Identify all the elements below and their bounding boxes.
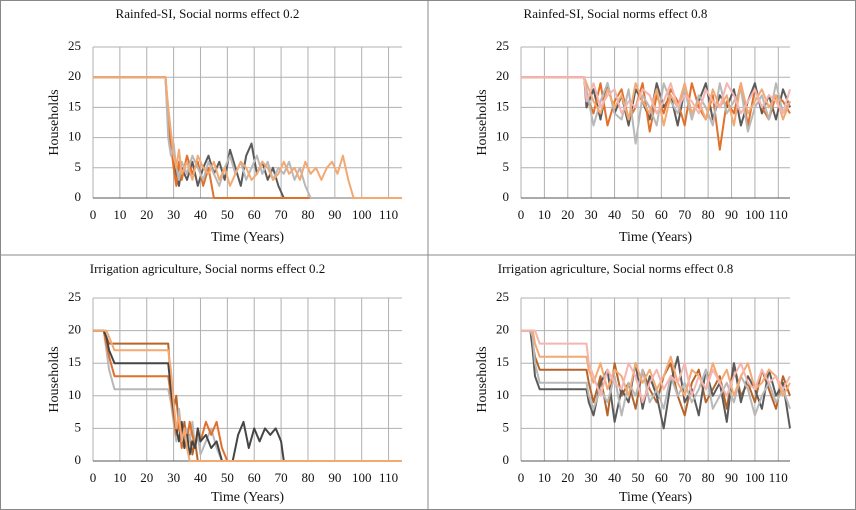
x-tick-label: 10 (538, 470, 551, 485)
x-tick-label: 70 (275, 470, 288, 485)
x-tick-label: 90 (725, 470, 738, 485)
x-tick-label: 90 (328, 470, 341, 485)
x-tick-label: 90 (725, 207, 738, 222)
x-tick-label: 0 (518, 207, 525, 222)
x-tick-label: 0 (90, 207, 97, 222)
x-tick-label: 80 (702, 207, 715, 222)
x-tick-label: 60 (248, 207, 261, 222)
y-tick-label: 10 (496, 129, 509, 144)
y-tick-label: 15 (496, 354, 509, 369)
series-line (93, 329, 402, 462)
x-tick-label: 50 (221, 207, 234, 222)
y-tick-label: 25 (68, 38, 81, 53)
x-tick-label: 10 (113, 470, 126, 485)
chart-title: Irrigation agriculture, Social norms eff… (90, 261, 326, 276)
y-tick-label: 20 (496, 68, 509, 83)
y-tick-label: 0 (503, 189, 510, 204)
x-tick-label: 40 (608, 207, 621, 222)
y-tick-label: 0 (75, 452, 82, 467)
y-tick-label: 25 (68, 289, 81, 304)
x-tick-label: 90 (328, 207, 341, 222)
chart-title: Irrigation agriculture, Social norms eff… (498, 261, 734, 276)
y-tick-label: 15 (496, 98, 509, 113)
y-axis-title: Households (475, 346, 490, 412)
y-tick-label: 15 (68, 98, 81, 113)
y-tick-label: 5 (75, 419, 82, 434)
x-axis-title: Time (Years) (211, 490, 284, 505)
x-tick-label: 100 (352, 470, 372, 485)
y-tick-label: 10 (68, 129, 81, 144)
x-tick-label: 40 (194, 470, 207, 485)
y-axis-title: Households (475, 89, 490, 155)
x-tick-label: 60 (655, 207, 668, 222)
x-tick-label: 70 (275, 207, 288, 222)
x-tick-label: 50 (221, 470, 234, 485)
x-tick-label: 30 (585, 207, 598, 222)
x-tick-label: 0 (90, 470, 97, 485)
y-axis-title: Households (47, 346, 62, 412)
x-tick-label: 20 (561, 470, 574, 485)
y-tick-label: 5 (503, 159, 510, 174)
x-tick-label: 110 (769, 470, 788, 485)
x-tick-label: 80 (301, 470, 314, 485)
x-axis-title: Time (Years) (619, 490, 692, 505)
y-tick-label: 10 (496, 387, 509, 402)
x-tick-label: 60 (248, 470, 261, 485)
x-tick-label: 110 (769, 207, 788, 222)
x-tick-label: 50 (631, 470, 644, 485)
y-tick-label: 0 (75, 189, 82, 204)
x-axis-title: Time (Years) (211, 230, 284, 245)
y-tick-label: 5 (503, 419, 510, 434)
series-line (521, 329, 791, 397)
x-tick-label: 110 (379, 470, 398, 485)
x-tick-label: 20 (561, 207, 574, 222)
x-tick-label: 20 (140, 207, 153, 222)
x-tick-label: 100 (352, 207, 372, 222)
y-tick-label: 20 (496, 322, 509, 337)
x-tick-label: 30 (167, 207, 180, 222)
series-line (521, 329, 791, 430)
y-tick-label: 10 (68, 387, 81, 402)
x-tick-label: 100 (745, 207, 765, 222)
x-tick-label: 100 (745, 470, 765, 485)
series-line (521, 76, 791, 127)
chart-title: Rainfed-SI, Social norms effect 0.2 (116, 6, 300, 21)
x-tick-label: 110 (379, 207, 398, 222)
y-tick-label: 20 (68, 322, 81, 337)
x-tick-label: 10 (538, 207, 551, 222)
series-line (521, 76, 791, 115)
x-tick-label: 70 (678, 207, 691, 222)
x-axis-title: Time (Years) (619, 230, 692, 245)
x-tick-label: 60 (655, 470, 668, 485)
x-tick-label: 40 (608, 470, 621, 485)
x-tick-label: 80 (702, 470, 715, 485)
y-tick-label: 25 (496, 38, 509, 53)
x-tick-label: 40 (194, 207, 207, 222)
x-tick-label: 10 (113, 207, 126, 222)
series-line (93, 329, 402, 462)
series-line (93, 76, 402, 199)
x-tick-label: 70 (678, 470, 691, 485)
x-tick-label: 80 (301, 207, 314, 222)
x-tick-label: 30 (167, 470, 180, 485)
x-tick-label: 0 (518, 470, 525, 485)
series-line (521, 329, 791, 417)
y-tick-label: 0 (503, 452, 510, 467)
series-line (521, 329, 791, 404)
series-line (521, 76, 791, 151)
x-tick-label: 20 (140, 470, 153, 485)
y-tick-label: 5 (75, 159, 82, 174)
x-tick-label: 30 (585, 470, 598, 485)
y-tick-label: 25 (496, 289, 509, 304)
y-tick-label: 20 (68, 68, 81, 83)
y-axis-title: Households (47, 89, 62, 155)
y-tick-label: 15 (68, 354, 81, 369)
x-tick-label: 50 (631, 207, 644, 222)
chart-title: Rainfed-SI, Social norms effect 0.8 (524, 6, 708, 21)
